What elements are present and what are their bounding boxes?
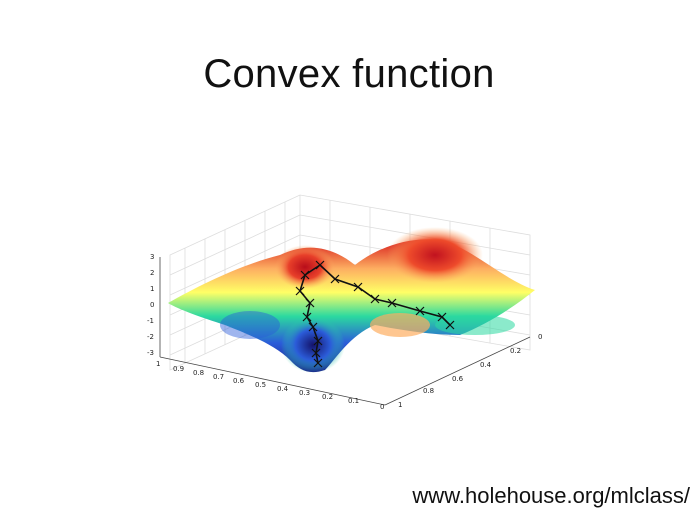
surface-plot-svg: 3 2 1 0 -1 -2 -3 1 0.9 0.8 0.7 0.6 0.5 0… (147, 194, 542, 411)
x-axis-ticks: 1 0.9 0.8 0.7 0.6 0.5 0.4 0.3 0.2 0.1 0 (156, 360, 384, 411)
descent-path-right (319, 264, 451, 326)
y-tick-label: 0 (538, 333, 542, 341)
x-tick-label: 1 (156, 360, 160, 368)
surface-mesh (168, 227, 535, 373)
front-axes (159, 257, 531, 406)
surface-plot-figure: 3 2 1 0 -1 -2 -3 1 0.9 0.8 0.7 0.6 0.5 0… (130, 185, 570, 450)
z-tick-label: 1 (150, 285, 154, 293)
x-tick-label: 0.1 (348, 397, 359, 405)
z-axis-ticks: 3 2 1 0 -1 -2 -3 (147, 253, 154, 357)
y-tick-label: 1 (398, 401, 402, 409)
x-tick-label: 0.8 (193, 369, 204, 377)
x-tick-label: 0.3 (299, 389, 310, 397)
y-tick-label: 0.4 (480, 361, 492, 369)
y-tick-label: 0.6 (452, 375, 464, 383)
x-tick-label: 0 (380, 403, 384, 411)
z-tick-label: -3 (147, 349, 154, 357)
x-tick-label: 0.5 (255, 381, 266, 389)
source-caption: www.holehouse.org/mlclass/ (412, 483, 690, 508)
z-tick-label: 2 (150, 269, 154, 277)
descent-markers (295, 260, 455, 368)
z-tick-label: -1 (147, 317, 154, 325)
x-tick-label: 0.9 (173, 365, 184, 373)
z-tick-label: -2 (147, 333, 154, 341)
z-tick-label: 3 (150, 253, 154, 261)
x-tick-label: 0.2 (322, 393, 333, 401)
y-tick-label: 0.2 (510, 347, 521, 355)
x-tick-label: 0.7 (213, 373, 224, 381)
x-tick-label: 0.4 (277, 385, 289, 393)
z-tick-label: 0 (150, 301, 154, 309)
slide-title: Convex function (203, 52, 495, 96)
y-axis-ticks: 0 0.2 0.4 0.6 0.8 1 (398, 333, 542, 409)
y-tick-label: 0.8 (423, 387, 434, 395)
x-tick-label: 0.6 (233, 377, 245, 385)
